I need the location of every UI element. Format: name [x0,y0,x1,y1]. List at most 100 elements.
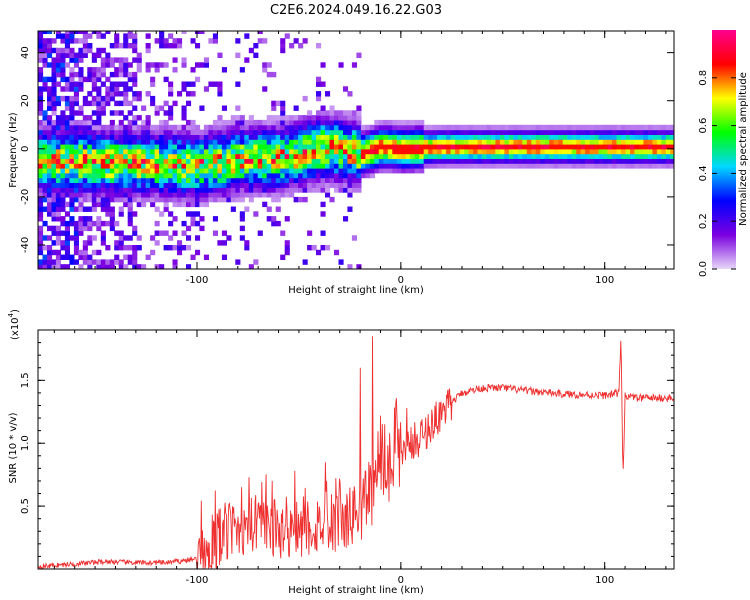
heatmap-cell [221,124,227,131]
heatmap-cell [96,134,102,140]
heatmap-cell [490,144,496,150]
heatmap-cell [64,177,70,183]
heatmap-cell [239,211,245,217]
heatmap-cell [163,62,169,68]
heatmap-cell [437,134,443,140]
heatmap-cell [132,196,138,203]
heatmap-cell [190,163,196,169]
heatmap-cell [580,158,586,164]
heatmap-cell [127,62,133,68]
heatmap-cell [105,259,111,265]
heatmap-cell [64,225,70,232]
heatmap-cell [387,119,393,126]
heatmap-cell [504,153,510,159]
heatmap-cell [343,182,349,188]
heatmap-cell [64,129,70,135]
heatmap-cell [351,129,357,135]
colorbar-tick-label: 0.0 [698,261,709,277]
heatmap-cell [486,124,492,131]
heatmap-cell [154,105,160,111]
heatmap-cell [378,119,384,126]
heatmap-cell [168,245,174,251]
heatmap-cell [603,129,609,135]
heatmap-cell [656,129,662,135]
heatmap-cell [64,240,70,246]
heatmap-cell [190,148,196,155]
heatmap-cell [643,129,649,135]
heatmap-cell [118,259,124,265]
heatmap-cell [343,168,349,174]
heatmap-cell [100,230,106,236]
heatmap-cell [109,148,115,155]
heatmap-cell [612,124,618,131]
heatmap-cell [298,172,304,179]
heatmap-cell [343,129,349,135]
heatmap-cell [280,168,286,174]
heatmap-cell [87,76,93,83]
heatmap-cell [262,129,268,135]
heatmap-cell [369,172,375,179]
heatmap-cell [221,177,227,183]
heatmap-cell [208,172,214,179]
heatmap-cell [289,129,295,135]
heatmap-cell [356,144,362,150]
heatmap-cell [553,129,559,135]
heatmap-cell [647,153,653,159]
heatmap-cell [91,81,97,87]
heatmap-cell [69,31,75,34]
heatmap-cell [235,119,241,126]
heatmap-cell [73,240,79,246]
heatmap-cell [289,177,295,183]
heatmap-cell [60,148,66,155]
heatmap-cell [316,134,322,140]
heatmap-cell [136,192,142,198]
heatmap-cell [91,139,97,145]
heatmap-cell [347,182,353,188]
heatmap-cell [203,163,209,169]
heatmap-cell [64,172,70,179]
heatmap-cell [38,86,44,92]
heatmap-cell [127,31,133,34]
heatmap-cell [212,216,218,222]
heatmap-cell [69,119,75,126]
heatmap-cell [638,134,644,140]
heatmap-cell [55,67,61,73]
heatmap-cell [127,129,133,135]
heatmap-cell [127,220,133,227]
heatmap-cell [145,129,151,135]
heatmap-cell [172,139,178,145]
heatmap-cell [239,196,245,203]
heatmap-cell [141,105,147,111]
heatmap-cell [473,163,479,169]
heatmap-cell [351,158,357,164]
heatmap-cell [293,172,299,179]
heatmap-cell [123,57,129,63]
heatmap-cell [199,158,205,164]
heatmap-cell [145,144,151,150]
heatmap-cell [311,245,317,251]
heatmap-cell [69,168,75,174]
heatmap-cell [163,163,169,169]
heatmap-cell [343,86,349,92]
heatmap-cell [154,264,160,269]
heatmap-cell [212,129,218,135]
heatmap-cell [172,259,178,265]
heatmap-cell [266,192,272,198]
heatmap-cell [226,139,232,145]
heatmap-cell [603,134,609,140]
heatmap-cell [464,139,470,145]
heatmap-cell [513,139,519,145]
heatmap-cell [78,196,84,203]
heatmap-cell [47,206,53,212]
heatmap-cell [154,168,160,174]
heatmap-cell [91,220,97,227]
heatmap-cell [446,163,452,169]
heatmap-cell [316,249,322,256]
heatmap-cell [177,201,183,208]
heatmap-cell [432,153,438,159]
heatmap-cell [38,182,44,188]
heatmap-cell [244,192,250,198]
heatmap-cell [195,139,201,145]
heatmap-cell [607,134,613,140]
heatmap-cell [42,177,48,183]
